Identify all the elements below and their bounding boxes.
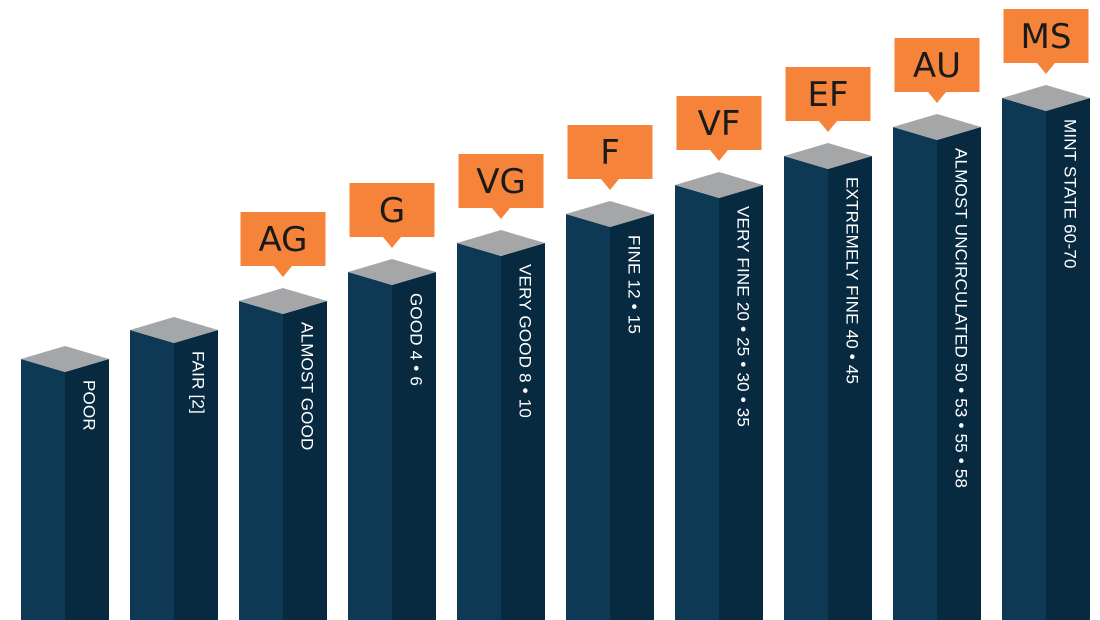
bar-top-face (675, 172, 763, 198)
grade-badge: EF (785, 67, 871, 132)
bar-side-face (937, 127, 981, 620)
bar-front-face (239, 301, 283, 620)
grade-badge: AU (894, 38, 980, 103)
bar-side-face (828, 156, 872, 620)
bar-front-face (130, 330, 174, 620)
grade-badges: AG G VG F VF EF AU MS (240, 9, 1089, 277)
badge-abbreviation: VF (698, 104, 741, 144)
badge-callout-shape (894, 38, 980, 103)
grade-badge: VG (458, 154, 544, 219)
grade-bar: ALMOST GOOD (239, 288, 327, 620)
bar-top-face (130, 317, 218, 343)
grade-badge: G (349, 183, 435, 248)
bar-top-face (348, 259, 436, 285)
bar-front-face (566, 214, 610, 620)
grade-label: EXTREMELY FINE 40 • 45 (843, 177, 862, 384)
grade-bar: VERY FINE 20 • 25 • 30 • 35 (675, 172, 763, 620)
bar-top-face (893, 114, 981, 140)
bar-side-face (501, 243, 545, 620)
grade-label: VERY FINE 20 • 25 • 30 • 35 (734, 206, 753, 427)
bar-top-face (239, 288, 327, 314)
grade-label: ALMOST UNCIRCULATED 50 • 53 • 55 • 58 (952, 148, 971, 488)
grade-label: ALMOST GOOD (298, 322, 317, 450)
bar-front-face (348, 272, 392, 620)
badge-abbreviation: AU (913, 46, 961, 86)
bar-front-face (457, 243, 501, 620)
badge-callout-shape (349, 183, 435, 248)
grade-label: VERY GOOD 8 • 10 (516, 264, 535, 418)
grade-bar: EXTREMELY FINE 40 • 45 (784, 143, 872, 620)
bar-front-face (675, 185, 719, 620)
bar-front-face (21, 359, 65, 620)
grade-label: GOOD 4 • 6 (407, 293, 426, 386)
grade-badge: MS (1003, 9, 1089, 74)
bar-side-face (719, 185, 763, 620)
badge-callout-shape (785, 67, 871, 132)
bar-top-face (1002, 85, 1090, 111)
grade-label: POOR (80, 380, 99, 431)
bar-side-face (610, 214, 654, 620)
bar-side-face (1046, 98, 1090, 620)
bar-side-face (392, 272, 436, 620)
grade-bar: FINE 12 • 15 (566, 201, 654, 620)
badge-abbreviation: AG (258, 220, 307, 260)
bar-front-face (1002, 98, 1046, 620)
grade-bar: POOR (21, 346, 109, 620)
grade-bars: POOR FAIR [2] ALMOST GOOD GOOD 4 • 6 VERY GO… (21, 85, 1090, 620)
grade-label: MINT STATE 60-70 (1061, 119, 1080, 269)
grade-badge: F (567, 125, 653, 190)
badge-callout-shape (1003, 9, 1089, 74)
bar-top-face (457, 230, 545, 256)
bar-top-face (21, 346, 109, 372)
bar-front-face (893, 127, 937, 620)
grade-badge: VF (676, 96, 762, 161)
grade-bar: FAIR [2] (130, 317, 218, 620)
badge-abbreviation: G (379, 191, 405, 231)
badge-callout-shape (458, 154, 544, 219)
grade-bar: ALMOST UNCIRCULATED 50 • 53 • 55 • 58 (893, 114, 981, 620)
bar-side-face (65, 359, 109, 620)
bar-top-face (566, 201, 654, 227)
grade-bar: VERY GOOD 8 • 10 (457, 230, 545, 620)
grade-bar: MINT STATE 60-70 (1002, 85, 1090, 620)
grade-bar: GOOD 4 • 6 (348, 259, 436, 620)
badge-callout-shape (240, 212, 326, 277)
bar-side-face (283, 301, 327, 620)
bar-front-face (784, 156, 828, 620)
badge-callout-shape (567, 125, 653, 190)
bar-side-face (174, 330, 218, 620)
badge-callout-shape (676, 96, 762, 161)
badge-abbreviation: F (600, 133, 620, 173)
grade-label: FINE 12 • 15 (625, 235, 644, 334)
badge-abbreviation: MS (1021, 17, 1072, 57)
grade-badge: AG (240, 212, 326, 277)
grade-label: FAIR [2] (189, 351, 208, 414)
badge-abbreviation: VG (476, 162, 526, 202)
bar-top-face (784, 143, 872, 169)
badge-abbreviation: EF (807, 75, 848, 115)
